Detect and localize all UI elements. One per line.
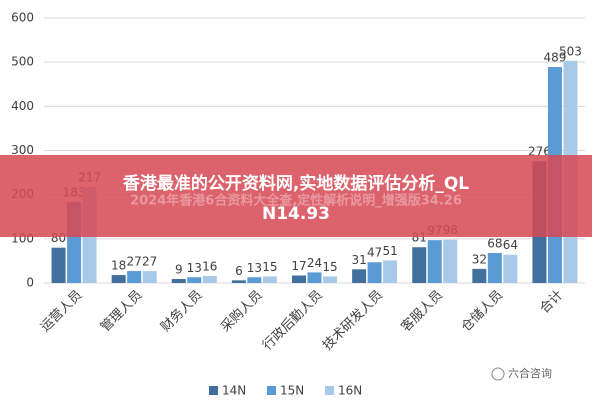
bar — [142, 271, 157, 283]
x-tick-label: 采购人员 — [218, 287, 266, 335]
x-tick-label: 技术研发人员 — [319, 287, 385, 353]
banner-title-line: 香港最准的公开资料网,实地数据评估分析_QL — [123, 173, 469, 194]
value-label: 47 — [367, 246, 382, 260]
value-label: 27 — [142, 255, 157, 269]
value-label: 64 — [503, 238, 518, 252]
value-label: 18 — [111, 259, 126, 273]
value-label: 6 — [235, 264, 243, 278]
bar — [443, 239, 458, 283]
bar — [51, 247, 66, 283]
bar — [427, 240, 442, 283]
bar — [503, 254, 518, 283]
bar — [171, 279, 186, 283]
bar — [187, 277, 202, 283]
value-label: 32 — [472, 252, 487, 266]
banner-title-line: N14.93 — [262, 204, 330, 224]
y-tick-label: 600 — [11, 11, 34, 25]
value-label: 24 — [307, 256, 322, 270]
value-label: 27 — [127, 255, 142, 269]
bar — [111, 275, 126, 283]
bar — [472, 268, 487, 283]
banner-subtitle: 2024年香港6合资料大全查,定性解析说明_增强版34.26 — [130, 193, 462, 209]
value-label: 15 — [262, 260, 277, 274]
y-tick-label: 300 — [11, 143, 34, 157]
bar — [367, 262, 382, 283]
bar — [383, 260, 398, 283]
value-label: 9 — [175, 263, 183, 277]
value-label: 51 — [382, 244, 397, 258]
x-tick-label: 行政后勤人员 — [260, 288, 326, 354]
bar — [247, 277, 262, 283]
x-tick-label: 运营人员 — [38, 288, 85, 335]
value-label: 503 — [559, 44, 582, 58]
legend-label: 15N — [280, 384, 304, 398]
y-tick-label: 400 — [11, 99, 34, 113]
bar — [487, 252, 502, 283]
value-label: 489 — [543, 51, 566, 65]
x-tick-label: 财务人员 — [157, 287, 205, 335]
banner — [0, 155, 592, 237]
legend-label: 14N — [222, 384, 246, 398]
bar — [292, 275, 306, 283]
watermark: 六合咨询 — [508, 366, 552, 380]
banner-title: 香港最准的公开资料网,实地数据评估分析_QL N14.93 — [123, 173, 469, 224]
legend-swatch — [325, 386, 334, 395]
value-label: 16 — [202, 259, 217, 273]
x-tick-label: 客服人员 — [398, 287, 446, 335]
legend-swatch — [209, 386, 218, 395]
value-label: 31 — [351, 253, 366, 267]
x-tick-label: 管理人员 — [98, 288, 145, 335]
x-tick-label: 仓储人员 — [459, 288, 506, 335]
bar — [412, 247, 427, 283]
bar — [231, 280, 246, 283]
legend-swatch — [267, 386, 276, 395]
legend-label: 16N — [338, 384, 362, 398]
bar — [307, 272, 322, 283]
bar — [352, 269, 367, 283]
value-label: 13 — [247, 261, 262, 275]
bar — [262, 276, 277, 283]
y-tick-label: 500 — [11, 55, 34, 69]
y-tick-label: 0 — [26, 276, 34, 290]
bar — [323, 276, 337, 283]
bar — [202, 275, 217, 283]
value-label: 17 — [291, 259, 306, 273]
value-label: 68 — [487, 236, 502, 250]
bar — [127, 271, 142, 283]
value-label: 15 — [322, 260, 337, 274]
watermark-icon — [491, 367, 505, 381]
x-tick-label: 合计 — [537, 288, 566, 317]
value-label: 13 — [187, 261, 202, 275]
